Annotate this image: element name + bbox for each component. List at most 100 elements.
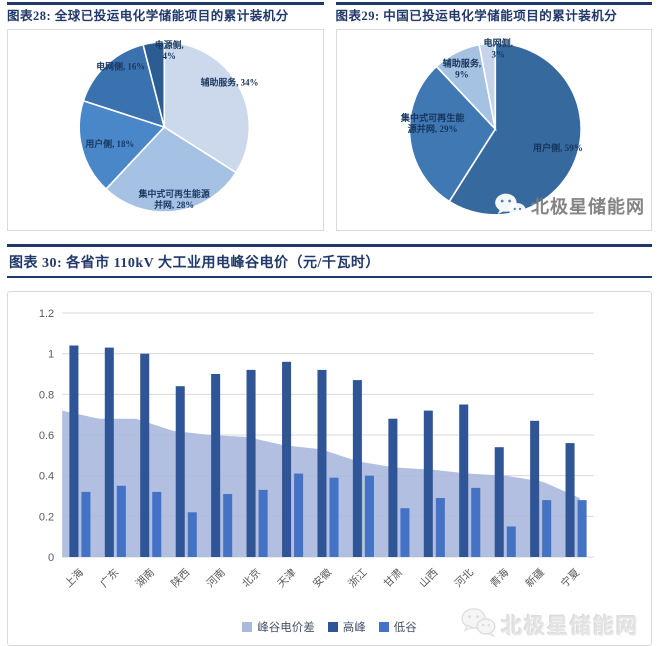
pie-slice-label-1: 源并网, 29% [407,123,457,134]
bar-valley-8 [364,475,374,557]
bar-valley-13 [542,500,552,557]
bar-valley-0 [81,491,91,557]
x-axis-label: 广东 [97,566,121,590]
watermark-text: 北极星储能网 [531,197,645,217]
bar-peak-9 [388,418,398,557]
bar-peak-5 [246,369,256,557]
bar-peak-2 [140,353,150,557]
legend-label-valley: 低谷 [393,622,417,634]
bar-valley-9 [400,508,410,557]
bar-peak-11 [459,404,469,557]
pie-slice-4 [142,41,166,128]
bar-valley-5 [258,489,268,557]
x-axis-label: 甘肃 [381,566,405,590]
pie-slice-label-3: 电网侧, [483,37,513,48]
chart-legend: 峰谷电价差 高峰 低谷 [8,619,651,635]
bar-peak-4 [211,374,221,557]
price-bar-chart: 0 0.2 0.4 0.6 0.8 1 1.2 上海 广东 湖南 陕西 河南 北京 天津 安徽 浙江 甘肃 山西河… [39,308,594,590]
legend-swatch-price-diff [242,622,253,632]
y-axis-label: 1.2 [39,308,54,320]
pie-slice-label-0: 用户侧, 59% [531,142,582,153]
pie-slice-label-2: 9% [455,69,469,79]
x-axis-label: 宁夏 [558,566,582,590]
y-axis-label: 0.6 [39,430,54,442]
figure-29-title: 图表29: 中国已投运电化学储能项目的累计装机分 [335,9,618,23]
pie-slice-2 [78,99,166,191]
bar-peak-1 [104,347,114,557]
bar-peak-10 [423,410,433,557]
watermark-bottom: 北极星储能网 [460,607,639,643]
x-axis-label: 河南 [204,566,228,590]
y-axis-label: 0.2 [39,511,54,523]
pie-slice-3 [477,42,496,130]
x-axis-label: 山西 [417,567,440,590]
legend-item-valley: 低谷 [378,619,417,635]
bar-peak-13 [530,420,540,557]
x-axis-label: 天津 [275,566,299,590]
bar-valley-3 [187,512,197,557]
figure-29: 图表29: 中国已投运电化学储能项目的累计装机分 用户侧, 59% 集中式可再生能… [335,2,652,231]
x-axis-label: 陕西 [168,566,192,590]
bar-valley-11 [471,487,481,557]
bar-valley-12 [506,526,516,557]
y-axis-label: 0.8 [39,389,54,401]
figure-30-panel: 0 0.2 0.4 0.6 0.8 1 1.2 上海 广东 湖南 陕西 河南 北京 天津 安徽 浙江 甘肃 山西河… [7,291,652,646]
figure-28-title: 图表28: 全球已投运电化学储能项目的累计装机分 [7,9,289,23]
bar-peak-12 [494,447,504,557]
top-figure-row: 图表28: 全球已投运电化学储能项目的累计装机分 辅助服务, 34% 集中式可再生… [0,2,659,231]
pie-slice-label-2: 辅助服务, [442,57,481,68]
pie-slice-label-1: 集中式可再生能 [399,112,464,123]
pie-slice-label-2: 用户侧, 18% [84,138,134,149]
legend-label-peak: 高峰 [342,622,366,634]
wechat-icon [493,192,527,220]
bar-peak-7 [317,369,327,557]
legend-label-price-diff: 峰谷电价差 [257,622,315,634]
bar-peak-8 [352,380,362,557]
bar-valley-10 [435,498,445,557]
pie-slice-label-4: 4% [163,51,176,61]
bar-valley-2 [152,491,162,557]
pie-slice-label-1: 集中式可再生能源 [138,188,210,199]
bar-peak-6 [282,361,292,557]
x-axis-label: 河北 [453,566,477,590]
pie-slice-label-0: 辅助服务, 34% [201,76,259,87]
pie-slice-label-3: 3% [491,49,505,59]
figure-30-bottom-rule [7,276,652,278]
bar-peak-14 [565,443,575,557]
bar-peak-3 [175,386,185,557]
legend-item-peak: 高峰 [327,619,366,635]
figure-30: 图表 30: 各省市 110kV 大工业用电峰谷电价（元/千瓦时） 0 0.2 0.… [0,244,659,646]
x-axis-label: 北京 [239,566,263,590]
figure-29-top-rule [335,2,652,5]
pie-slice-1 [408,65,496,203]
figure-28-panel: 辅助服务, 34% 集中式可再生能源 并网, 28% 用户侧, 18% 电网侧, 16%… [7,29,324,231]
figure-30-top-rule [7,244,652,247]
bar-valley-14 [577,500,587,557]
bar-valley-6 [294,473,304,557]
y-axis-label: 1 [48,349,54,361]
x-axis-label: 浙江 [346,566,370,590]
figure-30-title: 图表 30: 各省市 110kV 大工业用电峰谷电价（元/千瓦时） [9,256,380,271]
pie-slice-3 [82,43,166,129]
x-axis-label: 上海 [62,566,86,590]
pie-slice-label-1: 并网, 28% [154,199,194,210]
pie-slice-1 [104,126,238,213]
x-axis-label: 青海 [487,566,511,590]
bar-valley-7 [329,477,339,557]
figure-28-top-rule [7,2,324,5]
figure-29-panel: 用户侧, 59% 集中式可再生能 源并网, 29% 辅助服务, 9% 电网侧, 3% 北极星… [335,29,652,231]
x-axis-label: 新疆 [523,566,547,590]
watermark-text: 北极星储能网 [501,615,639,638]
x-axis-label: 湖南 [133,566,157,590]
bar-valley-1 [116,485,126,557]
legend-swatch-valley [378,622,389,632]
wechat-icon [460,607,496,643]
legend-swatch-peak [327,622,338,632]
y-axis-label: 0 [48,552,54,564]
watermark-china-pie: 北极星储能网 [493,192,645,220]
bar-valley-4 [223,494,233,557]
legend-item-price-diff: 峰谷电价差 [242,619,315,635]
x-axis-label: 安徽 [310,566,334,590]
